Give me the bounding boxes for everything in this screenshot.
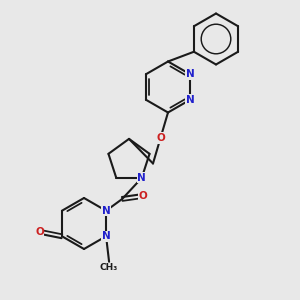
Text: O: O	[35, 227, 44, 237]
Text: N: N	[102, 206, 110, 216]
Text: O: O	[139, 191, 148, 201]
Text: N: N	[102, 231, 110, 241]
Text: O: O	[156, 133, 165, 143]
Text: N: N	[186, 95, 194, 105]
Text: N: N	[186, 69, 194, 79]
Text: N: N	[137, 173, 146, 183]
Text: CH₃: CH₃	[100, 263, 118, 272]
